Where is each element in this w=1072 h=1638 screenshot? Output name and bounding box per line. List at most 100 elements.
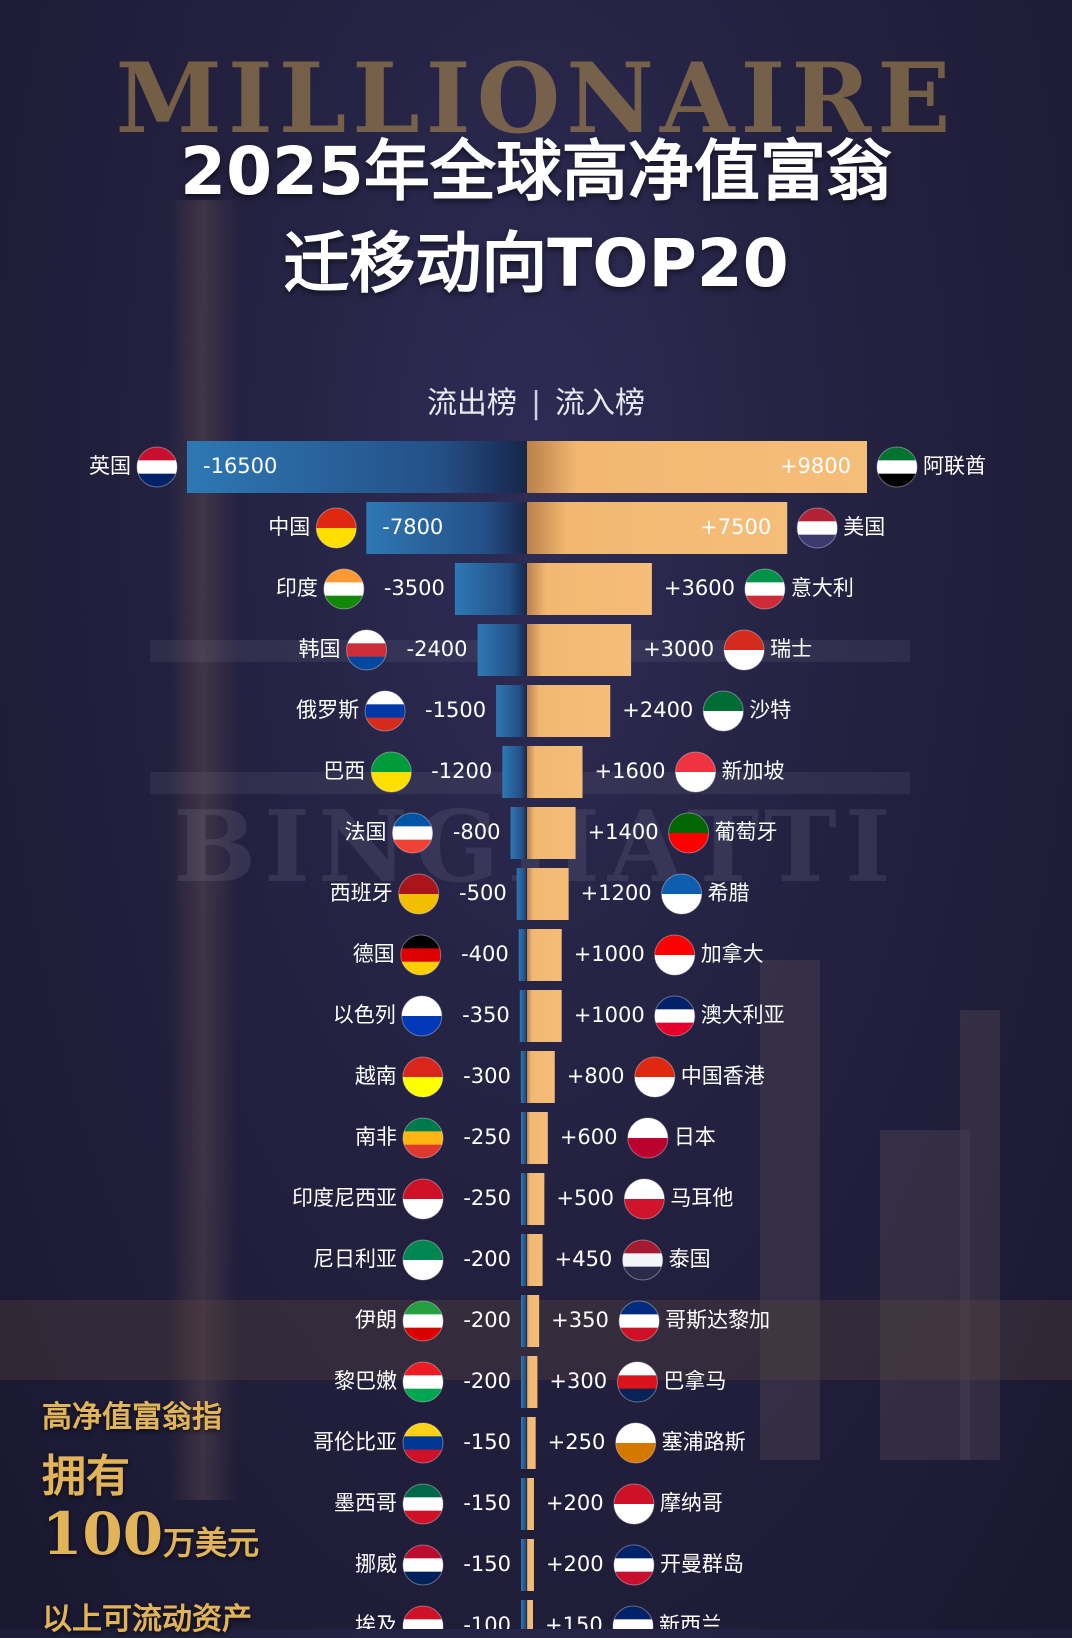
outflow-country-label: 法国 bbox=[345, 820, 387, 844]
inflow-country-label: 沙特 bbox=[749, 698, 791, 722]
inflow-bar bbox=[527, 502, 788, 554]
costa-rica-flag-icon bbox=[618, 1300, 660, 1342]
inflow-bar bbox=[527, 441, 867, 493]
outflow-value-label: -300 bbox=[463, 1064, 511, 1088]
hongkong-flag-icon bbox=[634, 1056, 676, 1098]
norway-flag-icon bbox=[402, 1544, 444, 1586]
israel-flag-icon bbox=[401, 995, 443, 1037]
inflow-value-label: +150 bbox=[545, 1613, 603, 1629]
cayman-flag-icon bbox=[613, 1544, 655, 1586]
inflow-bar bbox=[527, 1173, 545, 1225]
outflow-bar bbox=[521, 1478, 527, 1530]
inflow-bar bbox=[527, 624, 632, 676]
colombia-flag-icon bbox=[402, 1422, 444, 1464]
outflow-bar bbox=[518, 929, 527, 981]
cyprus-flag-icon bbox=[615, 1422, 657, 1464]
background-building bbox=[760, 960, 820, 1460]
inflow-country-label: 意大利 bbox=[791, 576, 854, 600]
inflow-value-label: +7500 bbox=[700, 515, 771, 539]
inflow-value-label: +350 bbox=[551, 1308, 609, 1332]
inflow-country-label: 日本 bbox=[674, 1125, 716, 1149]
outflow-country-label: 挪威 bbox=[355, 1552, 397, 1576]
inflow-bar bbox=[527, 685, 611, 737]
outflow-country-label: 以色列 bbox=[333, 1003, 396, 1027]
note-amount-unit: 万美元 bbox=[163, 1524, 260, 1562]
inflow-value-label: +1400 bbox=[588, 820, 659, 844]
inflow-header: 流入榜 bbox=[555, 386, 646, 421]
switzerland-flag-icon bbox=[723, 629, 765, 671]
outflow-country-label: 英国 bbox=[89, 454, 131, 478]
outflow-country-label: 德国 bbox=[353, 942, 395, 966]
outflow-value-label: -2400 bbox=[407, 637, 468, 661]
inflow-value-label: +3600 bbox=[664, 576, 735, 600]
indonesia-flag-icon bbox=[402, 1178, 444, 1220]
outflow-country-label: 中国 bbox=[268, 515, 310, 539]
outflow-bar bbox=[454, 563, 527, 615]
inflow-value-label: +800 bbox=[567, 1064, 625, 1088]
outflow-country-label: 埃及 bbox=[355, 1613, 397, 1629]
inflow-country-label: 开曼群岛 bbox=[660, 1552, 744, 1576]
outflow-value-label: -7800 bbox=[382, 515, 443, 539]
india-flag-icon bbox=[323, 568, 365, 610]
outflow-bar bbox=[519, 990, 527, 1042]
nigeria-flag-icon bbox=[402, 1239, 444, 1281]
uae-flag-icon bbox=[876, 446, 918, 488]
outflow-country-label: 印度尼西亚 bbox=[292, 1186, 397, 1210]
inflow-bar bbox=[527, 1234, 543, 1286]
outflow-bar bbox=[187, 441, 527, 493]
outflow-value-label: -500 bbox=[459, 881, 507, 905]
note-line1: 高净值富翁指 bbox=[42, 1400, 222, 1435]
mexico-flag-icon bbox=[402, 1483, 444, 1525]
greece-flag-icon bbox=[661, 873, 703, 915]
outflow-country-label: 哥伦比亚 bbox=[313, 1430, 397, 1454]
outflow-bar bbox=[366, 502, 527, 554]
inflow-country-label: 美国 bbox=[843, 515, 885, 539]
inflow-bar bbox=[527, 1356, 538, 1408]
inflow-country-label: 希腊 bbox=[708, 881, 750, 905]
header-separator: | bbox=[530, 386, 542, 421]
outflow-country-label: 印度 bbox=[276, 576, 318, 600]
inflow-bar bbox=[527, 1417, 536, 1469]
egypt-flag-icon bbox=[402, 1605, 444, 1629]
singapore-flag-icon bbox=[675, 751, 717, 793]
outflow-country-label: 巴西 bbox=[323, 759, 365, 783]
inflow-bar bbox=[527, 868, 569, 920]
portugal-flag-icon bbox=[668, 812, 710, 854]
inflow-bar bbox=[527, 1539, 534, 1591]
inflow-value-label: +300 bbox=[549, 1369, 607, 1393]
inflow-bar bbox=[527, 1478, 534, 1530]
saudi-flag-icon bbox=[702, 690, 744, 732]
new-zealand-flag-icon bbox=[612, 1605, 654, 1629]
outflow-country-label: 俄罗斯 bbox=[296, 698, 359, 722]
outflow-bar bbox=[521, 1112, 527, 1164]
inflow-value-label: +3000 bbox=[643, 637, 714, 661]
background-tower bbox=[168, 200, 238, 1500]
inflow-value-label: +200 bbox=[546, 1491, 604, 1515]
inflow-country-label: 中国香港 bbox=[681, 1064, 765, 1088]
inflow-value-label: +1200 bbox=[581, 881, 652, 905]
inflow-country-label: 巴拿马 bbox=[663, 1369, 726, 1393]
background-building bbox=[960, 1010, 1000, 1460]
outflow-value-label: -400 bbox=[461, 942, 509, 966]
outflow-country-label: 尼日利亚 bbox=[313, 1247, 397, 1271]
brazil-flag-icon bbox=[370, 751, 412, 793]
outflow-country-label: 黎巴嫩 bbox=[334, 1369, 397, 1393]
outflow-bar bbox=[521, 1234, 527, 1286]
background-building bbox=[880, 1130, 970, 1460]
note-amount-value: 100 bbox=[42, 1500, 164, 1568]
china-flag-icon bbox=[315, 507, 357, 549]
outflow-value-label: -1200 bbox=[431, 759, 492, 783]
outflow-value-label: -3500 bbox=[384, 576, 445, 600]
canada-flag-icon bbox=[654, 934, 696, 976]
spain-flag-icon bbox=[398, 873, 440, 915]
outflow-bar bbox=[496, 685, 527, 737]
inflow-bar bbox=[527, 746, 583, 798]
vietnam-flag-icon bbox=[402, 1056, 444, 1098]
inflow-value-label: +600 bbox=[560, 1125, 618, 1149]
inflow-country-label: 泰国 bbox=[669, 1247, 711, 1271]
outflow-value-label: -200 bbox=[463, 1247, 511, 1271]
page-subtitle: 迁移动向TOP20 bbox=[283, 225, 789, 302]
outflow-bar bbox=[510, 807, 527, 859]
outflow-value-label: -200 bbox=[463, 1369, 511, 1393]
inflow-country-label: 加拿大 bbox=[701, 942, 764, 966]
